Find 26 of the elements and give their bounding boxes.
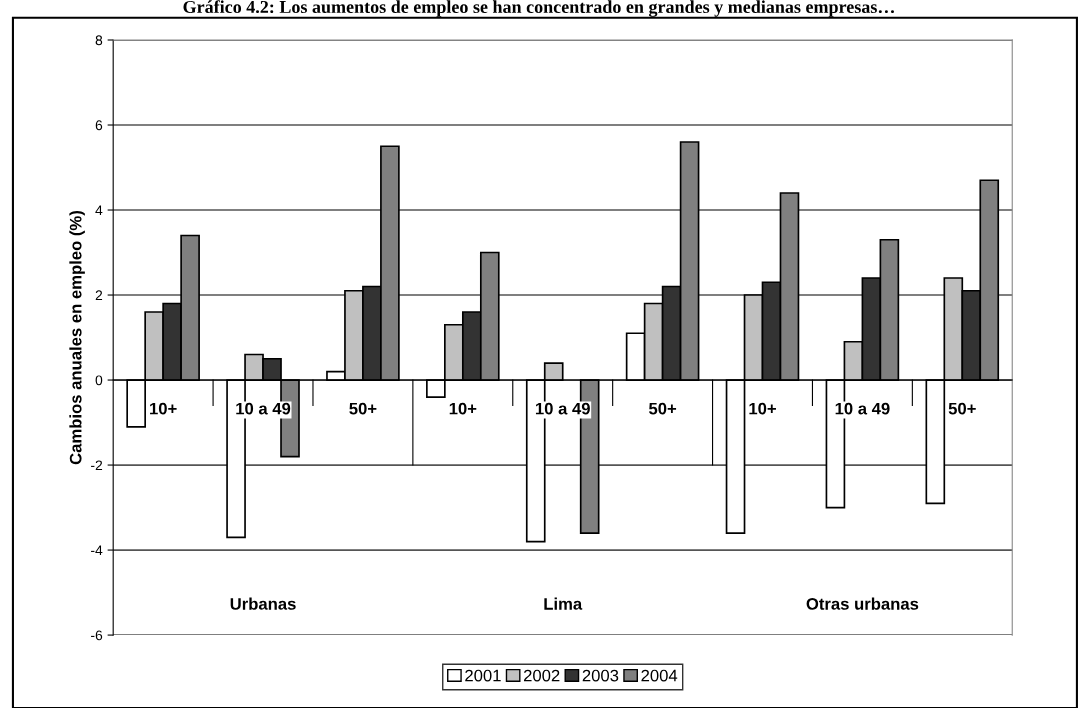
y-axis-title: Cambios anuales en empleo (%) bbox=[69, 211, 85, 465]
x-tick-label: 10 a 49 bbox=[236, 402, 291, 415]
x-tick-label: 10+ bbox=[150, 402, 177, 415]
annotation: Lima bbox=[544, 597, 583, 610]
annotation: Otras urbanas bbox=[806, 597, 919, 610]
legend-label: 2003 bbox=[582, 669, 619, 682]
legend-label: 2004 bbox=[641, 669, 678, 682]
x-tick-label: 10 a 49 bbox=[535, 402, 590, 415]
x-tick-label: 10 a 49 bbox=[835, 402, 890, 415]
y-tick-label: -4 bbox=[91, 545, 103, 556]
annotation: Urbanas bbox=[230, 597, 296, 610]
x-tick-label: 50+ bbox=[948, 402, 976, 415]
y-tick-label: 0 bbox=[95, 375, 103, 386]
chart-title: Gráfico 4.2: Los aumentos de empleo se han concentrado en grandes y medianas empresas… bbox=[183, 0, 894, 17]
y-tick-label: 8 bbox=[95, 35, 103, 46]
x-tick-label: 10+ bbox=[449, 402, 477, 415]
y-tick-label: 6 bbox=[95, 120, 103, 131]
x-tick-label: 50+ bbox=[349, 402, 377, 415]
legend-label: 2002 bbox=[523, 669, 560, 682]
legend-label: 2001 bbox=[465, 669, 501, 682]
y-tick-label: 4 bbox=[95, 205, 103, 216]
y-tick-label: -6 bbox=[91, 630, 103, 641]
x-tick-label: 50+ bbox=[648, 402, 677, 415]
y-tick-label: 2 bbox=[95, 290, 103, 301]
x-tick-label: 10+ bbox=[749, 402, 776, 415]
y-tick-label: -2 bbox=[91, 460, 103, 471]
